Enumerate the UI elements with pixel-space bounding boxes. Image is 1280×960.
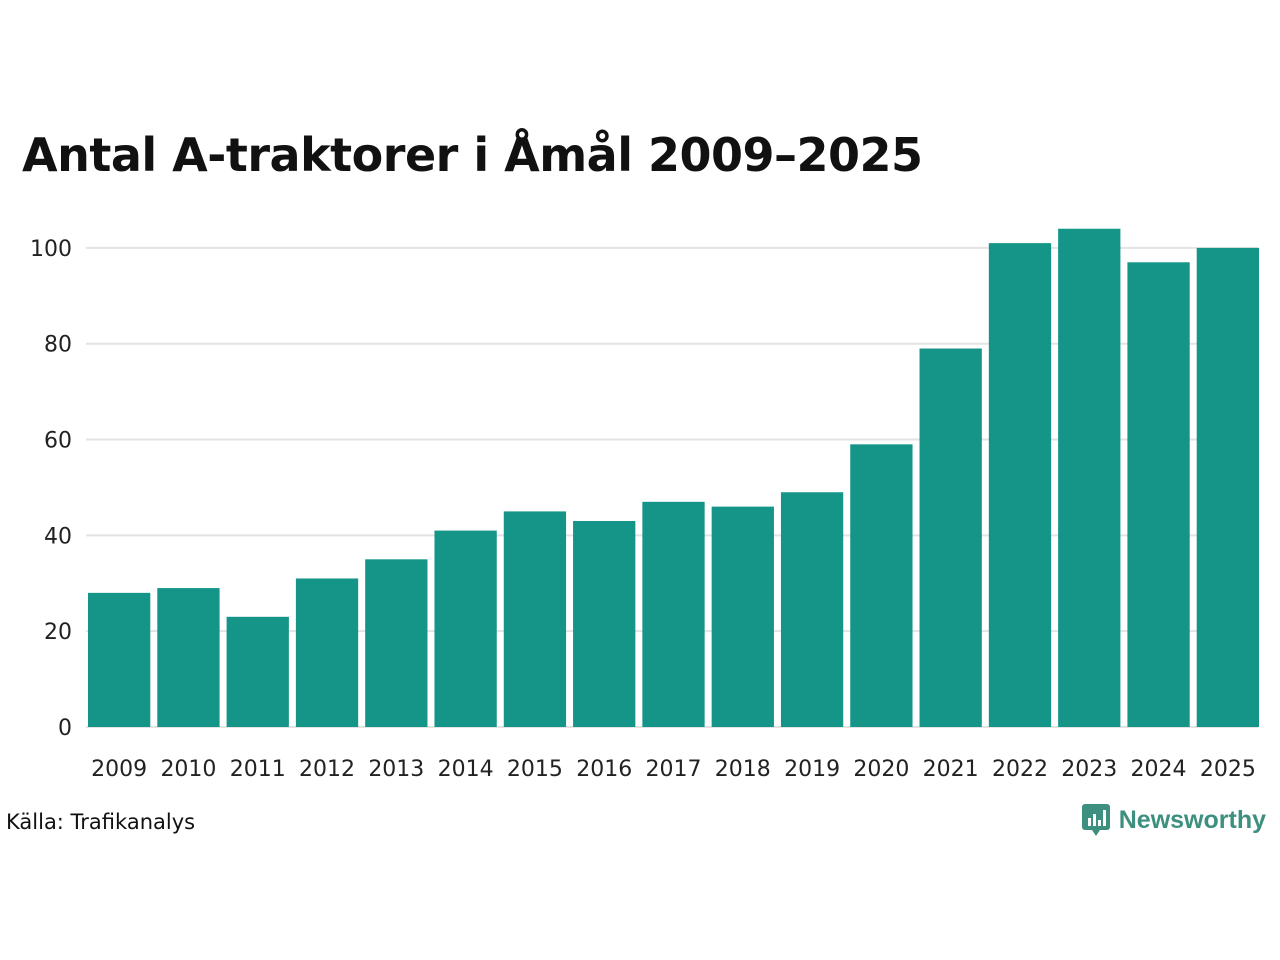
bar-2015	[503, 511, 567, 727]
y-tick-label: 40	[44, 524, 72, 549]
bar-2019	[780, 492, 844, 727]
bar-2022	[988, 243, 1052, 728]
bar-2024	[1127, 262, 1190, 727]
x-tick-label: 2018	[715, 757, 771, 782]
bar-2023	[1058, 228, 1121, 727]
bar-2018	[711, 506, 774, 727]
newsworthy-logo[interactable]: Newsworthy	[1081, 803, 1266, 837]
bar-2013	[365, 559, 428, 727]
newsworthy-logo-icon	[1081, 804, 1110, 836]
y-axis-labels: 0 20 40 60 80 100	[30, 237, 72, 741]
bar-chart: 0 20 40 60 80 100 2009 2010 2011 2012 2013 2014 201…	[30, 228, 1259, 782]
bar-2009	[88, 592, 151, 727]
bar-2016	[573, 520, 636, 727]
y-tick-label: 0	[58, 716, 72, 741]
newsworthy-logo-text: Newsworthy	[1118, 805, 1266, 834]
x-tick-label: 2022	[992, 757, 1048, 782]
x-tick-label: 2020	[853, 757, 909, 782]
x-tick-label: 2013	[368, 757, 424, 782]
x-axis-labels: 2009 2010 2011 2012 2013 2014 2015 2016 2017 2018…	[91, 757, 1256, 782]
y-tick-label: 20	[44, 620, 72, 645]
x-tick-label: 2010	[160, 757, 216, 782]
x-tick-label: 2011	[230, 757, 286, 782]
source-note: Källa: Trafikanalys	[6, 810, 196, 834]
y-tick-label: 80	[44, 333, 72, 358]
x-tick-label: 2017	[646, 757, 702, 782]
x-tick-label: 2024	[1131, 757, 1187, 782]
x-tick-label: 2025	[1200, 757, 1256, 782]
bar-2014	[434, 530, 497, 727]
x-tick-label: 2009	[91, 757, 147, 782]
x-tick-label: 2015	[507, 757, 563, 782]
bar-2025	[1196, 247, 1259, 727]
bar-2020	[850, 444, 913, 727]
y-tick-label: 60	[44, 429, 72, 454]
bar-2021	[919, 348, 982, 727]
bar-2010	[157, 588, 220, 727]
y-tick-label: 100	[30, 237, 72, 262]
x-tick-label: 2019	[784, 757, 840, 782]
x-tick-label: 2016	[576, 757, 632, 782]
x-tick-label: 2014	[438, 757, 494, 782]
x-tick-label: 2021	[923, 757, 979, 782]
bar-2011	[226, 616, 289, 727]
bars	[88, 228, 1259, 728]
x-tick-label: 2012	[299, 757, 355, 782]
bar-2012	[295, 578, 359, 727]
bar-2017	[642, 501, 705, 727]
x-tick-label: 2023	[1061, 757, 1117, 782]
chart-title: Antal A-traktorer i Åmål 2009–2025	[22, 128, 923, 182]
